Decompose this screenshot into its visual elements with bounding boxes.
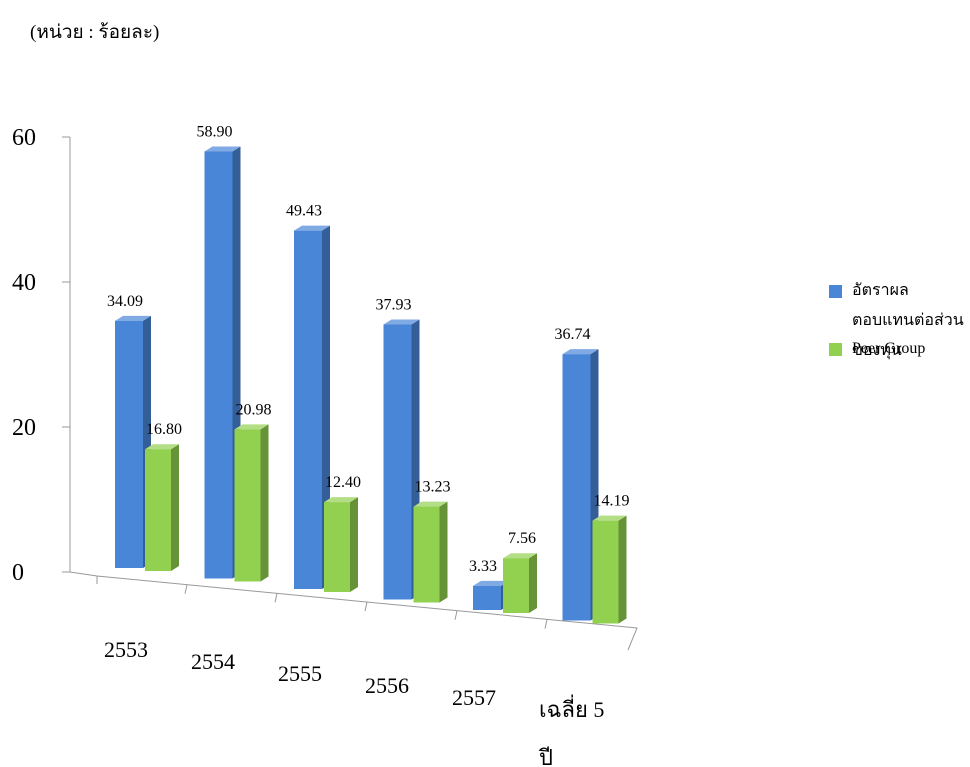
x-tick-label: 2555 bbox=[278, 661, 322, 686]
bar-front bbox=[234, 429, 261, 582]
value-label: 12.40 bbox=[325, 474, 361, 491]
bar-top bbox=[145, 444, 179, 450]
bar-front bbox=[562, 354, 591, 621]
legend-label: Peer Group bbox=[852, 340, 926, 357]
bar bbox=[592, 515, 627, 624]
bar-front bbox=[592, 520, 619, 624]
bar-top bbox=[204, 146, 241, 152]
legend-swatch bbox=[829, 343, 842, 356]
bar-side bbox=[350, 497, 358, 592]
value-label: 37.93 bbox=[376, 297, 412, 314]
category-divider bbox=[544, 619, 548, 629]
value-label: 7.56 bbox=[508, 530, 536, 547]
bar-front bbox=[413, 506, 440, 603]
bar-front bbox=[294, 230, 322, 589]
bar bbox=[324, 497, 358, 592]
bar bbox=[145, 444, 179, 571]
bar-top bbox=[562, 349, 599, 355]
bar-top bbox=[413, 501, 448, 507]
category-divider bbox=[184, 584, 188, 594]
bar bbox=[234, 424, 269, 582]
bar-side bbox=[171, 444, 179, 571]
category-divider bbox=[274, 593, 278, 603]
bar-top bbox=[383, 319, 420, 325]
bar-front bbox=[473, 585, 501, 610]
bar-top bbox=[473, 580, 509, 586]
value-label: 16.80 bbox=[146, 421, 182, 438]
y-tick-label: 40 bbox=[12, 270, 36, 296]
bar-top bbox=[503, 553, 537, 559]
legend-label: อัตราผลตอบแทนต่อส่วนของทุน bbox=[852, 282, 964, 359]
bar bbox=[115, 315, 151, 568]
legend-swatch bbox=[829, 285, 842, 298]
bar-front bbox=[204, 151, 233, 579]
bar-top bbox=[592, 515, 627, 521]
value-label: 14.19 bbox=[594, 493, 630, 510]
bar bbox=[294, 225, 330, 589]
x-tick-label: 2554 bbox=[191, 649, 235, 674]
bar-front bbox=[503, 558, 529, 613]
bar-front bbox=[115, 320, 143, 568]
y-tick-label: 0 bbox=[12, 560, 24, 586]
bar-side bbox=[529, 553, 537, 613]
bar-front bbox=[324, 502, 350, 592]
bar-top bbox=[294, 225, 330, 231]
x-tick-label: เฉลี่ย 5 ปี bbox=[539, 697, 605, 767]
x-tick-label: 2553 bbox=[104, 637, 148, 662]
bar-top bbox=[234, 424, 269, 430]
value-label: 58.90 bbox=[197, 123, 233, 140]
bar-top bbox=[115, 315, 151, 321]
bar bbox=[413, 501, 448, 603]
y-tick-label: 20 bbox=[12, 415, 36, 441]
x-tick-label: 2556 bbox=[365, 673, 409, 698]
y-tick-label: 60 bbox=[12, 125, 36, 151]
bar-front bbox=[383, 324, 412, 600]
bar-side bbox=[439, 501, 448, 603]
value-label: 34.09 bbox=[107, 293, 143, 310]
category-divider bbox=[454, 610, 458, 620]
value-label: 49.43 bbox=[286, 203, 322, 220]
bar-front bbox=[145, 449, 171, 571]
unit-label: (หน่วย : ร้อยละ) bbox=[30, 22, 159, 43]
value-label: 3.33 bbox=[469, 558, 497, 575]
value-label: 36.74 bbox=[555, 326, 591, 343]
bar-side bbox=[322, 225, 330, 589]
value-label: 20.98 bbox=[236, 401, 272, 418]
bar-side bbox=[260, 424, 269, 582]
floor bbox=[69, 571, 638, 651]
bar bbox=[503, 553, 537, 613]
bar-top bbox=[324, 497, 358, 503]
bar-side bbox=[618, 515, 627, 624]
value-label: 13.23 bbox=[415, 479, 451, 496]
bar bbox=[204, 146, 241, 579]
category-divider bbox=[364, 601, 368, 612]
x-tick-label: 2557 bbox=[452, 685, 496, 710]
